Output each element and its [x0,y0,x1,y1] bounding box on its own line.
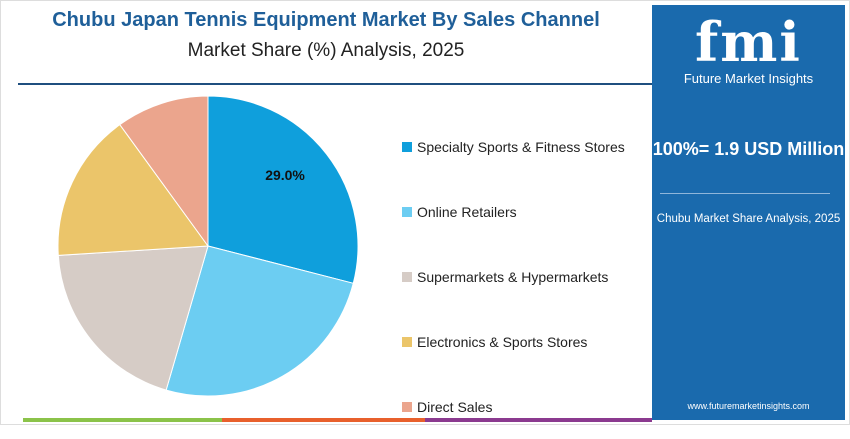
legend-item: Specialty Sports & Fitness Stores [402,114,625,179]
legend-label: Specialty Sports & Fitness Stores [417,138,625,155]
legend-swatch [402,141,412,152]
divider [18,83,652,85]
pie-slice [165,245,354,397]
legend-item: Direct Sales [402,374,625,439]
chart-title: Chubu Japan Tennis Equipment Market By S… [52,9,600,31]
legend-swatch [402,206,412,217]
legend-label: Direct Sales [417,398,493,415]
legend-label: Electronics & Sports Stores [417,333,588,350]
legend-item: Electronics & Sports Stores [402,309,625,374]
legend-label: Online Retailers [417,203,517,220]
legend: Specialty Sports & Fitness Stores Online … [402,114,625,439]
legend-item: Supermarkets & Hypermarkets [402,244,625,309]
data-label: 29.0% [265,167,305,183]
total-market-value: 100%= 1.9 USD Million [652,139,845,159]
legend-item: Online Retailers [402,179,625,244]
panel-note: Chubu Market Share Analysis, 2025 [656,213,841,225]
chart-subtitle: Market Share (%) Analysis, 2025 [187,40,465,61]
pie-slice [119,95,209,248]
legend-swatch [402,271,412,282]
footer-bar-orange [222,418,425,422]
logo-name: Future Market Insights [683,71,814,86]
panel-divider [660,193,830,194]
legend-label: Supermarkets & Hypermarkets [417,268,609,285]
pie-slice [207,95,359,284]
fmi-logo: fmi Future Market Insights [652,13,845,86]
footer-bar-purple [425,418,652,422]
footer-bar-green [23,418,222,422]
pie-slice [57,123,209,256]
pie-slice [57,245,209,391]
logo-text: fmi [695,10,802,74]
legend-swatch [402,401,412,412]
info-panel: fmi Future Market Insights 100%= 1.9 USD… [652,5,845,420]
website-link[interactable]: www.futuremarketinsights.com [687,401,810,411]
pie-chart: 29.0% [57,95,359,397]
legend-swatch [402,336,412,347]
